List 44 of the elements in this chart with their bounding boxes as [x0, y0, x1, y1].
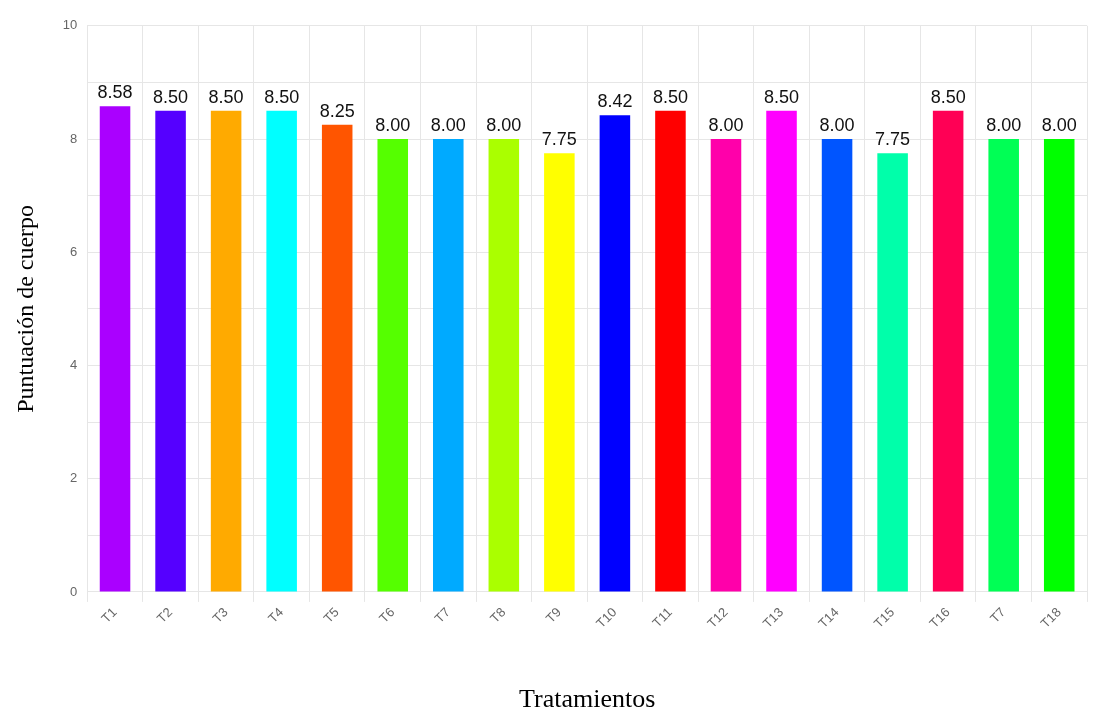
data-label: 8.50 — [264, 86, 300, 107]
x-tick-label: T1 — [98, 604, 120, 626]
y-tick-label: 0 — [70, 583, 78, 599]
x-tick-label: T7 — [987, 604, 1009, 626]
data-label: 8.50 — [930, 86, 966, 107]
data-label: 8.00 — [486, 114, 522, 135]
x-tick-label: T12 — [704, 604, 731, 631]
data-label: 8.00 — [1041, 114, 1077, 135]
x-tick-label: T6 — [376, 604, 398, 626]
y-tick-label: 2 — [70, 470, 78, 486]
data-label: 8.00 — [375, 114, 411, 135]
x-tick-label: T4 — [264, 604, 287, 626]
data-label: 8.00 — [708, 114, 744, 135]
data-label: 8.42 — [597, 91, 633, 112]
x-tick-label: T13 — [759, 604, 787, 631]
x-tick-label: T7 — [431, 604, 453, 626]
y-tick-label: 4 — [70, 357, 78, 373]
x-tick-label: T8 — [487, 604, 509, 626]
data-label: 8.50 — [764, 86, 800, 107]
x-tick-label: T16 — [926, 604, 953, 631]
data-label: 7.75 — [875, 129, 911, 150]
x-tick-label: T9 — [542, 604, 565, 626]
x-tick-label: T5 — [320, 604, 342, 626]
data-label: 8.00 — [430, 114, 466, 135]
data-label: 8.58 — [97, 82, 133, 103]
y-axis-title: Puntuación de cuerpo — [11, 204, 38, 413]
x-axis-title: Tratamientos — [519, 684, 656, 714]
data-label: 8.00 — [819, 114, 855, 135]
x-tick-label: T10 — [593, 604, 620, 631]
x-tick-label: T11 — [649, 604, 676, 631]
data-label: 8.50 — [208, 86, 244, 107]
data-label: 8.50 — [652, 86, 688, 107]
x-tick-label: T15 — [870, 604, 898, 631]
data-label: 7.75 — [541, 129, 577, 150]
x-tick-label: T14 — [815, 604, 842, 631]
data-label: 8.25 — [319, 100, 355, 121]
y-tick-label: 10 — [62, 17, 78, 33]
y-tick-label: 6 — [70, 243, 78, 259]
x-tick-label: T18 — [1037, 604, 1064, 631]
x-tick-label: T3 — [209, 604, 231, 626]
data-label: 8.50 — [153, 86, 189, 107]
data-label: 8.00 — [986, 114, 1022, 135]
x-tick-label: T2 — [153, 604, 176, 626]
y-tick-label: 8 — [70, 130, 78, 146]
